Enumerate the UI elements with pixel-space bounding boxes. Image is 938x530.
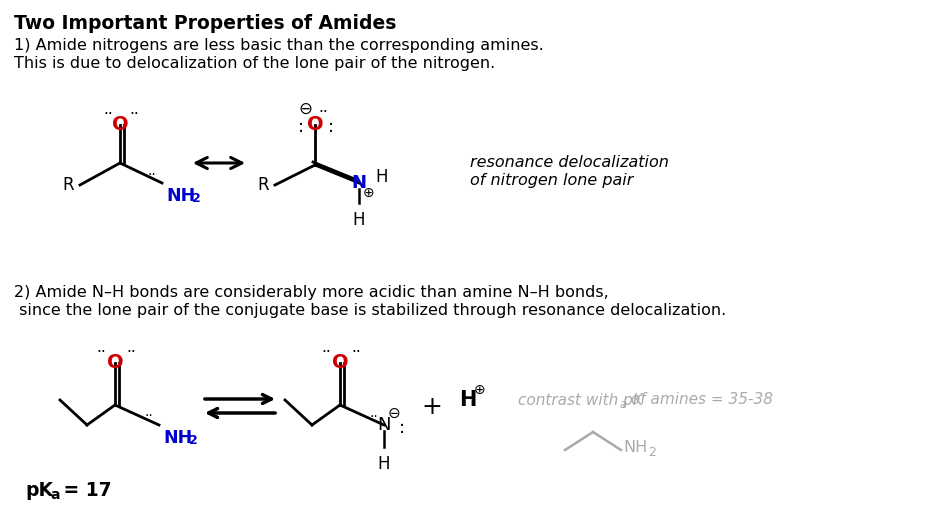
Text: O: O bbox=[112, 116, 129, 135]
Text: ··: ·· bbox=[126, 346, 136, 360]
Text: NH: NH bbox=[623, 439, 647, 455]
Text: ··: ·· bbox=[103, 108, 113, 122]
Text: R: R bbox=[257, 176, 269, 194]
Text: of nitrogen lone pair: of nitrogen lone pair bbox=[470, 173, 633, 188]
Text: O: O bbox=[332, 354, 348, 373]
Text: ··: ·· bbox=[144, 409, 154, 423]
Text: = 17: = 17 bbox=[57, 481, 112, 499]
Text: 2) Amide N–H bonds are considerably more acidic than amine N–H bonds,: 2) Amide N–H bonds are considerably more… bbox=[14, 285, 609, 300]
Text: 2: 2 bbox=[648, 446, 656, 460]
Text: ··: ·· bbox=[321, 346, 331, 360]
Text: :: : bbox=[399, 419, 405, 437]
Text: ··: ·· bbox=[96, 346, 106, 360]
Text: a: a bbox=[50, 488, 59, 502]
Text: :: : bbox=[328, 118, 334, 136]
Text: :: : bbox=[298, 118, 304, 136]
Text: Two Important Properties of Amides: Two Important Properties of Amides bbox=[14, 14, 397, 33]
Text: ⊕: ⊕ bbox=[475, 383, 486, 397]
Text: H: H bbox=[375, 168, 387, 186]
Text: 2: 2 bbox=[192, 192, 201, 205]
Text: NH: NH bbox=[166, 187, 195, 205]
Text: pK: pK bbox=[25, 481, 53, 499]
Text: ··: ·· bbox=[129, 108, 139, 122]
Text: resonance delocalization: resonance delocalization bbox=[470, 155, 669, 170]
Text: R: R bbox=[62, 176, 74, 194]
Text: H: H bbox=[378, 455, 390, 473]
Text: ··: ·· bbox=[351, 346, 361, 360]
Text: a: a bbox=[620, 398, 628, 411]
Text: O: O bbox=[107, 354, 123, 373]
Text: 1) Amide nitrogens are less basic than the corresponding amines.: 1) Amide nitrogens are less basic than t… bbox=[14, 38, 544, 53]
Text: H: H bbox=[460, 390, 477, 410]
Text: H: H bbox=[353, 211, 365, 229]
Text: N: N bbox=[377, 416, 391, 434]
Text: ··: ·· bbox=[147, 168, 157, 182]
Text: +: + bbox=[421, 395, 443, 419]
Text: ··: ·· bbox=[318, 105, 328, 120]
Text: N: N bbox=[352, 174, 367, 192]
Text: This is due to delocalization of the lone pair of the nitrogen.: This is due to delocalization of the lon… bbox=[14, 56, 495, 71]
Text: contrast with pK: contrast with pK bbox=[518, 393, 643, 408]
Text: ⊖: ⊖ bbox=[298, 100, 312, 118]
Text: O: O bbox=[307, 116, 324, 135]
Text: NH: NH bbox=[163, 429, 192, 447]
Text: ··: ·· bbox=[370, 410, 378, 424]
Text: ⊖: ⊖ bbox=[387, 405, 401, 420]
Text: ⊕: ⊕ bbox=[363, 186, 375, 200]
Text: of amines = 35-38: of amines = 35-38 bbox=[626, 393, 773, 408]
Text: since the lone pair of the conjugate base is stabilized through resonance deloca: since the lone pair of the conjugate bas… bbox=[14, 303, 726, 318]
Text: 2: 2 bbox=[189, 434, 198, 447]
